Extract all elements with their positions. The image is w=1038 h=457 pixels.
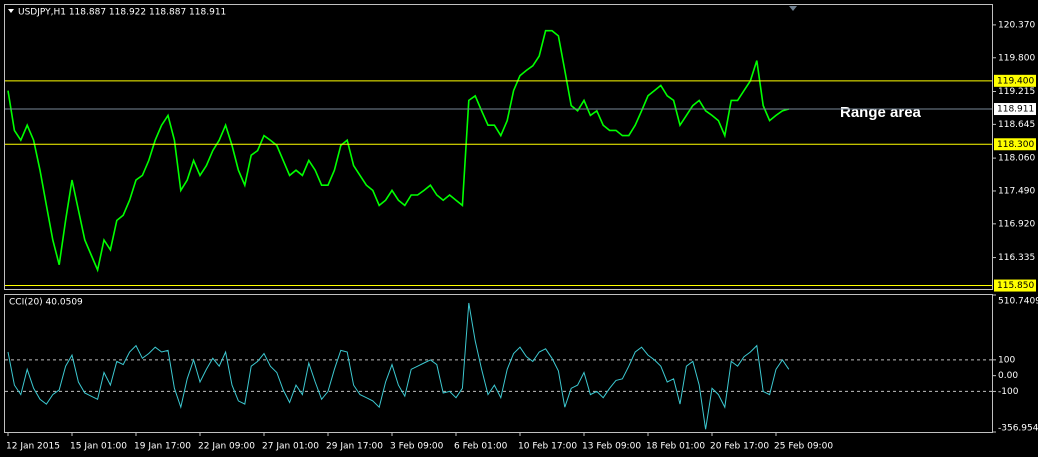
y-tick-label: 118.645 — [998, 120, 1035, 130]
x-tick-label: 19 Jan 17:00 — [134, 442, 191, 452]
y2-tick-label: 510.7409 — [998, 297, 1038, 307]
level-label-box — [994, 74, 1036, 87]
y-tick-label: 116.920 — [998, 219, 1035, 229]
x-tick-label: 20 Feb 17:00 — [710, 442, 769, 452]
x-tick-label: 13 Feb 09:00 — [582, 442, 641, 452]
level-label-box — [994, 279, 1036, 292]
y-tick-label: 116.335 — [998, 253, 1035, 263]
x-tick-label: 25 Feb 09:00 — [774, 442, 833, 452]
shift-marker — [789, 6, 797, 11]
x-tick-label: 22 Jan 09:00 — [198, 442, 255, 452]
series-line — [7, 302, 790, 430]
level-label: 118.300 — [997, 140, 1034, 150]
y-tick-label: 117.490 — [998, 186, 1035, 196]
indicator-panel — [4, 294, 993, 433]
level-label: 118.911 — [997, 105, 1034, 115]
price-panel — [4, 4, 993, 290]
y2-tick-label: -100 — [998, 387, 1019, 397]
y-tick-label: 120.370 — [998, 20, 1035, 30]
y2-tick-label: 100 — [998, 355, 1015, 365]
annotation: Range area — [840, 104, 922, 121]
y2-tick-label: -356.9542 — [998, 424, 1038, 434]
menu-arrow — [8, 9, 14, 13]
y-tick-label: 118.060 — [998, 154, 1035, 164]
x-tick-label: 6 Feb 01:00 — [454, 442, 508, 452]
series-line — [7, 29, 790, 273]
x-tick-label: 12 Jan 2015 — [6, 442, 60, 452]
indicator-label: CCI(20) 40.0509 — [9, 298, 83, 308]
x-tick-label: 18 Feb 01:00 — [646, 442, 705, 452]
x-tick-label: 29 Jan 17:00 — [326, 442, 383, 452]
y-tick-label: 119.800 — [998, 53, 1035, 63]
chart-title: USDJPY,H1 118.887 118.922 118.887 118.91… — [18, 8, 226, 18]
x-tick-label: 3 Feb 09:00 — [390, 442, 444, 452]
y-tick-label: 119.215 — [998, 87, 1035, 97]
level-label: 115.850 — [997, 281, 1034, 291]
level-label: 119.400 — [997, 76, 1034, 86]
x-tick-label: 10 Feb 17:00 — [518, 442, 577, 452]
level-label-box — [994, 138, 1036, 151]
level-label-box — [994, 103, 1036, 116]
y2-tick-label: 0.00 — [998, 371, 1018, 381]
x-tick-label: 27 Jan 01:00 — [262, 442, 319, 452]
x-tick-label: 15 Jan 01:00 — [70, 442, 127, 452]
